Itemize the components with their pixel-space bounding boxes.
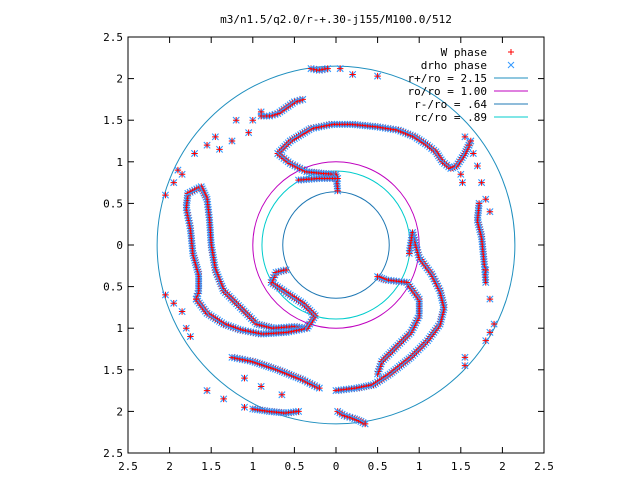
y-tick-label-0: 2.5 xyxy=(103,31,123,44)
legend-key-0 xyxy=(508,49,514,55)
legend-label-3: ro/ro = 1.00 xyxy=(408,85,487,98)
legend-label-5: rc/ro = .89 xyxy=(414,111,487,124)
w-point-661 xyxy=(183,325,190,332)
w-point-679 xyxy=(490,320,498,328)
w-point-664 xyxy=(257,383,265,390)
w-point-673 xyxy=(478,179,485,186)
w-point-125 xyxy=(334,187,341,195)
w-point-357 xyxy=(282,266,290,274)
w-point-141 xyxy=(334,175,341,182)
y-tick-label-2: 1.5 xyxy=(103,114,123,127)
w-point-678 xyxy=(482,266,489,274)
y-tick-label-1: 2 xyxy=(116,73,123,86)
w-point-682 xyxy=(461,354,469,361)
w-point-663 xyxy=(241,374,248,382)
w-point-645 xyxy=(249,117,256,124)
w-point-660 xyxy=(178,308,186,315)
w-point-655 xyxy=(170,179,177,186)
w-point-643 xyxy=(349,71,356,78)
w-point-672 xyxy=(474,162,481,170)
w-point-667 xyxy=(220,395,227,403)
x-tick-label-2: 1.5 xyxy=(201,460,221,473)
w-point-681 xyxy=(482,337,489,344)
y-tick-label-6: 0.5 xyxy=(103,281,123,294)
w-point-684 xyxy=(486,295,494,303)
w-point-666 xyxy=(203,387,211,394)
axis-ticks: 2.5 2 1.5 1 0.5 0 0.5 1 1.5 2 2.52.521.510.500.511… xyxy=(103,31,554,473)
legend-key-1 xyxy=(507,61,515,69)
w-point-646 xyxy=(257,108,265,116)
x-tick-label-3: 1 xyxy=(249,460,256,473)
w-point-641 xyxy=(361,420,369,428)
x-tick-label-0: 2.5 xyxy=(118,460,138,473)
w-point-644 xyxy=(374,72,381,80)
w-point-651 xyxy=(245,129,252,136)
w-point-677 xyxy=(486,208,494,215)
x-tick-label-1: 2 xyxy=(166,460,173,473)
x-tick-label-10: 2.5 xyxy=(534,460,554,473)
radius-circle-2 xyxy=(282,191,390,299)
w-point-590 xyxy=(324,65,331,72)
chart-title: m3/n1.5/q2.0/r-+.30-j155/M100.0/512 xyxy=(220,13,452,26)
w-point-652 xyxy=(228,137,236,145)
w-point-671 xyxy=(470,150,477,157)
legend-label-2: r+/ro = 2.15 xyxy=(408,72,487,85)
radius-circle-0 xyxy=(156,65,516,425)
x-tick-label-5: 0 xyxy=(333,460,340,473)
w-point-653 xyxy=(216,146,223,153)
w-point-683 xyxy=(461,362,469,369)
w-point-583 xyxy=(475,200,483,207)
y-tick-label-8: 1.5 xyxy=(103,364,123,377)
w-point-628 xyxy=(295,408,302,415)
x-tick-label-6: 0.5 xyxy=(368,460,388,473)
w-point-670 xyxy=(465,141,473,149)
y-tick-label-10: 2.5 xyxy=(103,447,123,460)
w-point-550 xyxy=(374,273,381,280)
w-point-395 xyxy=(316,384,323,392)
y-tick-label-4: 0.5 xyxy=(103,197,123,210)
w-point-675 xyxy=(457,171,464,178)
legend-label-1: drho phase xyxy=(421,59,487,72)
w-point-668 xyxy=(241,404,248,411)
y-tick-label-3: 1 xyxy=(116,156,123,169)
x-tick-label-8: 1.5 xyxy=(451,460,471,473)
legend-label-4: r-/ro = .64 xyxy=(414,98,487,111)
x-tick-label-7: 1 xyxy=(416,460,423,473)
w-point-662 xyxy=(187,333,194,340)
x-tick-label-9: 2 xyxy=(499,460,506,473)
w-point-642 xyxy=(336,65,344,72)
w-point-648 xyxy=(212,133,219,141)
w-point-647 xyxy=(232,117,240,124)
w-point-649 xyxy=(203,141,211,149)
w-point-494 xyxy=(406,250,413,257)
w-point-656 xyxy=(174,166,182,174)
w-point-654 xyxy=(162,191,169,199)
w-point-680 xyxy=(486,329,494,336)
w-point-665 xyxy=(278,391,286,398)
y-tick-label-5: 0 xyxy=(116,239,123,252)
w-point-320 xyxy=(193,295,200,303)
w-point-650 xyxy=(191,150,198,157)
x-tick-label-4: 0.5 xyxy=(284,460,304,473)
w-point-676 xyxy=(459,179,466,186)
w-point-659 xyxy=(170,300,177,307)
y-tick-label-9: 2 xyxy=(116,405,123,418)
w-point-669 xyxy=(461,133,469,141)
w-point-657 xyxy=(178,171,186,178)
phase-points xyxy=(161,65,498,428)
legend-label-0: W phase xyxy=(441,46,487,59)
y-tick-label-7: 1 xyxy=(116,322,123,335)
w-point-674 xyxy=(482,196,489,203)
w-point-658 xyxy=(162,291,169,299)
